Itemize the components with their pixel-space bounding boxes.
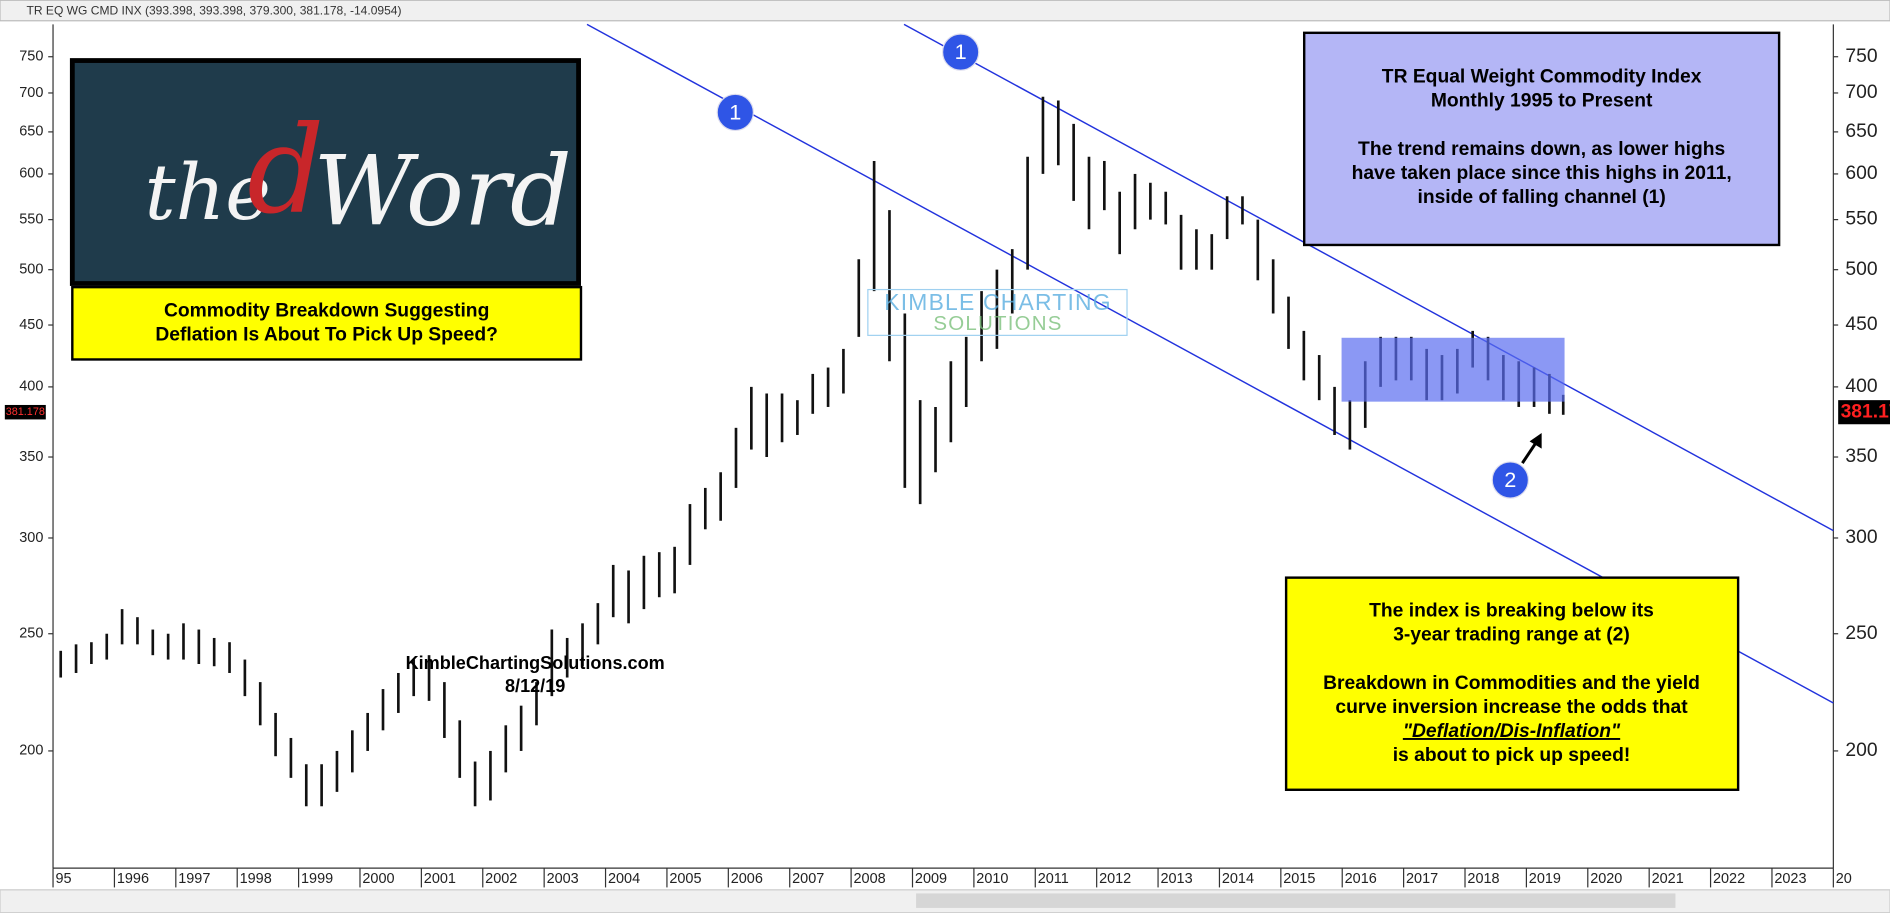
y-tick-label: 200 [19,743,43,759]
header-bar [0,0,1890,22]
note-box [1284,576,1740,791]
x-tick-label: 2013 [1160,871,1192,887]
y-tick-label: 400 [1845,376,1877,397]
watermark-box [867,288,1128,336]
info-line: have taken place since this highs in 201… [1352,163,1732,184]
x-tick-label: 2010 [976,871,1008,887]
y-tick-label: 350 [19,449,43,465]
x-tick-label: 2023 [1774,871,1806,887]
x-tick-label: 2015 [1283,871,1315,887]
info-box [1302,31,1781,247]
x-tick-label: 2016 [1345,871,1377,887]
header: TR EQ WG CMD INX (393.398, 393.398, 379.… [27,3,402,17]
x-tick-label: 20 [1836,871,1852,887]
marker-label: 1 [955,39,967,64]
x-tick-label: 1997 [178,871,210,887]
x-tick-label: 2009 [915,871,947,887]
y-tick-label: 250 [19,626,43,642]
scroll-thumb[interactable] [916,893,1676,908]
note-line: Breakdown in Commodities and the yield [1323,673,1700,694]
y-tick-label: 200 [1845,740,1877,761]
y-tick-label: 550 [1845,209,1877,230]
x-tick-label: 1999 [301,871,333,887]
arrow-head [1529,432,1542,449]
y-tick-label: 550 [19,211,43,227]
note-line: 3-year trading range at (2) [1393,625,1630,646]
source: KimbleChartingSolutions.com [406,653,665,673]
x-tick-label: 2006 [731,871,763,887]
x-tick-label: 2004 [608,871,640,887]
info-line: inside of falling channel (1) [1417,187,1665,208]
range-box [1341,337,1565,402]
watermark: SOLUTIONS [933,312,1062,335]
x-tick-label: 2001 [424,871,456,887]
x-tick-label: 2019 [1529,871,1561,887]
price-tag-label: 381.178 [1841,401,1890,422]
y-tick-label: 700 [1845,82,1877,103]
marker-label: 1 [729,99,741,124]
price-tag [4,404,46,420]
title-box [71,285,583,361]
x-tick-label: 2000 [362,871,394,887]
x-tick-label: 2020 [1590,871,1622,887]
x-tick-label: 2007 [792,871,824,887]
price-tag [1838,400,1890,425]
date: 8/12/19 [505,676,565,696]
y-tick-label: 300 [1845,527,1877,548]
y-tick-label: 750 [1845,46,1877,67]
y-tick-label: 600 [19,166,43,182]
x-tick-label: 2021 [1652,871,1684,887]
plot-area [48,24,1839,888]
x-tick-label: 95 [55,871,71,887]
y-tick-label: 250 [1845,623,1877,644]
info-line: The trend remains down, as lower highs [1358,139,1725,160]
y-tick-label: 350 [1845,446,1877,467]
y-tick-label: 650 [19,124,43,140]
x-tick-label: 2011 [1038,871,1069,887]
note-line: "Deflation/Dis-Inflation" [1403,721,1621,742]
y-tick-label: 500 [19,261,43,277]
title-line: Commodity Breakdown Suggesting [164,300,489,321]
logo-box [69,58,581,286]
x-tick-label: 2022 [1713,871,1745,887]
x-tick-label: 2008 [854,871,886,887]
y-tick-label: 700 [19,85,43,101]
x-tick-label: 2003 [547,871,579,887]
y-tick-label: 650 [1845,121,1877,142]
note-line: The index is breaking below its [1369,600,1654,621]
x-tick-label: 2017 [1406,871,1438,887]
logo-d: d [247,101,324,241]
logo-the: the [145,148,271,238]
y-tick-label: 450 [19,317,43,333]
title-line: Deflation Is About To Pick Up Speed? [155,324,498,345]
marker-label: 2 [1504,467,1516,492]
y-tick-label: 750 [19,49,43,65]
y-tick-label: 300 [19,530,43,546]
x-tick-label: 2018 [1467,871,1499,887]
bars [59,96,1565,807]
x-tick-label: 1996 [117,871,149,887]
info-line: Monthly 1995 to Present [1431,91,1653,112]
y-tick-label: 500 [1845,259,1877,280]
marker [1491,461,1529,499]
y-tick-label: 450 [1845,314,1877,335]
marker [941,33,980,71]
info-line: TR Equal Weight Commodity Index [1382,67,1702,88]
note-line: curve inversion increase the odds that [1335,697,1688,718]
y-tick-label: 400 [19,379,43,395]
logo-word: Word [313,136,571,248]
x-tick-label: 2012 [1099,871,1131,887]
note-line: is about to pick up speed! [1393,745,1631,766]
price-tag-label: 381.178 [6,406,45,418]
x-tick-label: 2014 [1222,871,1254,887]
y-tick-label: 600 [1845,163,1877,184]
x-tick-label: 2005 [669,871,701,887]
watermark: KIMBLE CHARTING [884,289,1112,315]
x-tick-label: 1998 [240,871,272,887]
x-tick-label: 2002 [485,871,517,887]
marker [716,93,754,132]
arrow [1521,440,1539,464]
